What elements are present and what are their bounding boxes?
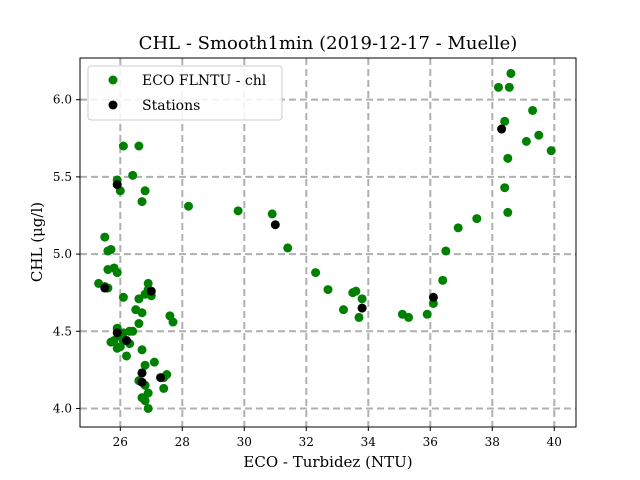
eco-flntu-chl-point: [506, 68, 516, 78]
legend-marker-eco-flntu-chl: [108, 75, 118, 85]
eco-flntu-chl-point: [351, 286, 361, 296]
eco-flntu-chl-point: [140, 360, 150, 370]
y-tick-label: 4.0: [53, 401, 72, 415]
eco-flntu-chl-point: [112, 268, 122, 278]
x-tick-label: 40: [547, 435, 562, 449]
eco-flntu-chl-point: [422, 309, 432, 319]
eco-flntu-chl-point: [149, 357, 159, 367]
eco-flntu-chl-point: [118, 292, 128, 302]
eco-flntu-chl-point: [500, 183, 510, 193]
eco-flntu-chl-point: [184, 201, 193, 211]
eco-flntu-chl-point: [137, 197, 147, 207]
x-tick-label: 26: [113, 435, 128, 449]
eco-flntu-chl-point: [311, 268, 321, 278]
eco-flntu-chl-point: [122, 351, 131, 361]
eco-flntu-chl-point: [140, 396, 150, 406]
eco-flntu-chl-point: [137, 308, 147, 318]
eco-flntu-chl-point: [453, 223, 463, 233]
eco-flntu-chl-point: [504, 82, 514, 92]
eco-flntu-chl-point: [100, 232, 110, 242]
eco-flntu-chl-point: [267, 209, 277, 219]
x-tick-label: 34: [361, 435, 377, 449]
y-tick-label: 4.5: [53, 324, 72, 338]
legend-box: [87, 65, 283, 121]
station-point: [122, 336, 131, 346]
eco-flntu-chl-point: [143, 278, 153, 288]
eco-flntu-chl-point: [159, 383, 169, 393]
eco-flntu-chl-point: [233, 206, 243, 216]
x-tick-label: 36: [423, 435, 438, 449]
eco-flntu-chl-point: [283, 243, 293, 253]
eco-flntu-chl-point: [134, 319, 144, 329]
eco-flntu-chl-point: [168, 317, 178, 327]
station-point: [137, 368, 147, 378]
eco-flntu-chl-point: [134, 294, 144, 304]
station-point: [112, 180, 122, 190]
eco-flntu-chl-point: [546, 146, 556, 156]
data-points: [94, 68, 556, 413]
eco-flntu-chl-point: [404, 312, 414, 322]
eco-flntu-chl-point: [500, 116, 510, 126]
eco-flntu-chl-point: [503, 207, 513, 217]
y-tick-label: 5.5: [53, 170, 72, 184]
eco-flntu-chl-point: [137, 345, 147, 355]
x-tick-label: 32: [299, 435, 314, 449]
y-axis-label: CHL (μg/l): [28, 202, 46, 282]
eco-flntu-chl-point: [106, 244, 116, 254]
legend-label-stations: Stations: [142, 98, 200, 114]
station-point: [112, 328, 122, 338]
eco-flntu-chl-point: [143, 403, 153, 413]
eco-flntu-chl-point: [494, 82, 503, 92]
eco-flntu-chl-point: [472, 214, 482, 224]
plot-area: [79, 57, 577, 428]
legend-label-eco-flntu-chl: ECO FLNTU - chl: [142, 73, 267, 89]
eco-flntu-chl-point: [357, 294, 367, 304]
eco-flntu-chl-point: [118, 141, 128, 151]
station-point: [428, 292, 438, 302]
legend: ECO FLNTU - chl Stations: [87, 65, 283, 121]
eco-flntu-chl-point: [128, 326, 138, 336]
eco-flntu-chl-point: [534, 130, 544, 140]
station-point: [270, 220, 280, 230]
x-axis-ticks: 26 28 30 32 34 36 38 40: [113, 427, 562, 449]
station-point: [146, 286, 156, 296]
station-point: [357, 303, 367, 313]
y-tick-label: 5.0: [53, 247, 72, 261]
station-point: [100, 283, 110, 293]
eco-flntu-chl-point: [106, 337, 116, 347]
x-tick-label: 38: [485, 435, 500, 449]
station-point: [156, 373, 166, 383]
eco-flntu-chl-point: [521, 136, 531, 146]
y-tick-label: 6.0: [53, 93, 72, 107]
y-axis-ticks: 4.0 4.5 5.0 5.5 6.0: [53, 93, 80, 415]
eco-flntu-chl-point: [323, 285, 333, 295]
eco-flntu-chl-point: [339, 305, 348, 315]
eco-flntu-chl-point: [528, 105, 538, 115]
chart-title: CHL - Smooth1min (2019-12-17 - Muelle): [139, 33, 518, 54]
eco-flntu-chl-point: [143, 388, 153, 398]
legend-marker-stations: [108, 100, 118, 110]
x-tick-label: 30: [237, 435, 252, 449]
eco-flntu-chl-point: [128, 170, 138, 180]
eco-flntu-chl-point: [438, 275, 448, 285]
x-axis-label: ECO - Turbidez (NTU): [243, 453, 412, 471]
eco-flntu-chl-point: [140, 186, 150, 196]
eco-flntu-chl-point: [354, 312, 364, 322]
eco-flntu-chl-point: [134, 141, 144, 151]
eco-flntu-chl-point: [503, 153, 513, 163]
eco-flntu-chl-point: [428, 298, 438, 308]
station-point: [497, 124, 507, 134]
x-tick-label: 28: [175, 435, 190, 449]
station-point: [137, 377, 147, 387]
eco-flntu-chl-point: [441, 246, 451, 256]
